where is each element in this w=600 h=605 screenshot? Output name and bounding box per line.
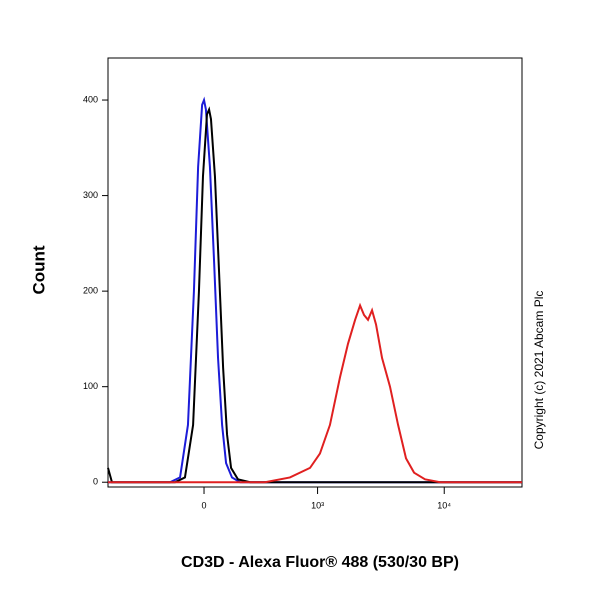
x-tick-label: 10³: [311, 500, 324, 510]
x-axis-label: CD3D - Alexa Fluor® 488 (530/30 BP): [181, 554, 459, 571]
histogram-line: [107, 106, 522, 484]
plot-frame: [107, 57, 523, 488]
y-tick-label: 300: [83, 190, 98, 200]
y-tick-label: 0: [93, 477, 98, 487]
y-axis-label: Count: [29, 245, 48, 294]
y-tick-label: 200: [83, 286, 98, 296]
histogram-line: [108, 96, 522, 484]
histogram-line: [108, 302, 522, 484]
copyright: Copyright (c) 2021 Abcam Plc: [532, 291, 546, 450]
y-tick-label: 400: [83, 94, 98, 104]
y-tick-label: 100: [83, 381, 98, 391]
x-tick-label: 10⁴: [437, 500, 451, 510]
x-tick-label: 0: [202, 500, 207, 510]
